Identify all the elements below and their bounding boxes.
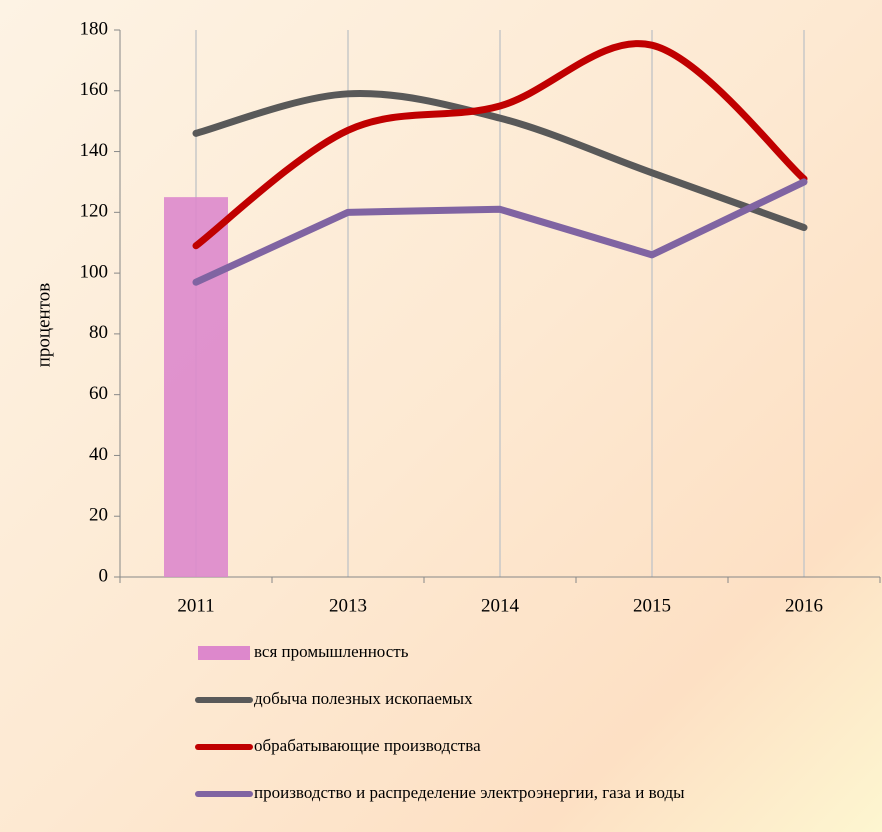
- x-tick-label: 2015: [633, 595, 671, 616]
- y-tick-label: 40: [89, 444, 108, 465]
- y-tick-label: 60: [89, 383, 108, 404]
- y-tick-label: 80: [89, 322, 108, 343]
- bar: [164, 197, 228, 577]
- line-series: [192, 90, 808, 232]
- legend-label: вся промышленность: [254, 642, 409, 661]
- x-tick-label: 2014: [481, 595, 520, 616]
- y-tick-label: 0: [99, 565, 109, 586]
- line-series: [192, 178, 808, 286]
- legend-label: добыча полезных ископаемых: [254, 689, 473, 708]
- line-series: [192, 40, 808, 250]
- y-axis-label: процентов: [33, 283, 54, 367]
- y-tick-label: 180: [80, 18, 109, 39]
- y-tick-label: 160: [80, 79, 109, 100]
- x-tick-label: 2013: [329, 595, 367, 616]
- y-tick-label: 120: [80, 201, 109, 222]
- y-tick-label: 140: [80, 140, 109, 161]
- x-tick-label: 2011: [177, 595, 214, 616]
- legend-swatch: [198, 646, 250, 660]
- y-tick-label: 20: [89, 505, 108, 526]
- legend-label: обрабатывающие производства: [254, 736, 481, 755]
- x-tick-label: 2016: [785, 595, 823, 616]
- legend-label: производство и распределение электроэнер…: [254, 783, 685, 802]
- y-tick-label: 100: [80, 261, 109, 282]
